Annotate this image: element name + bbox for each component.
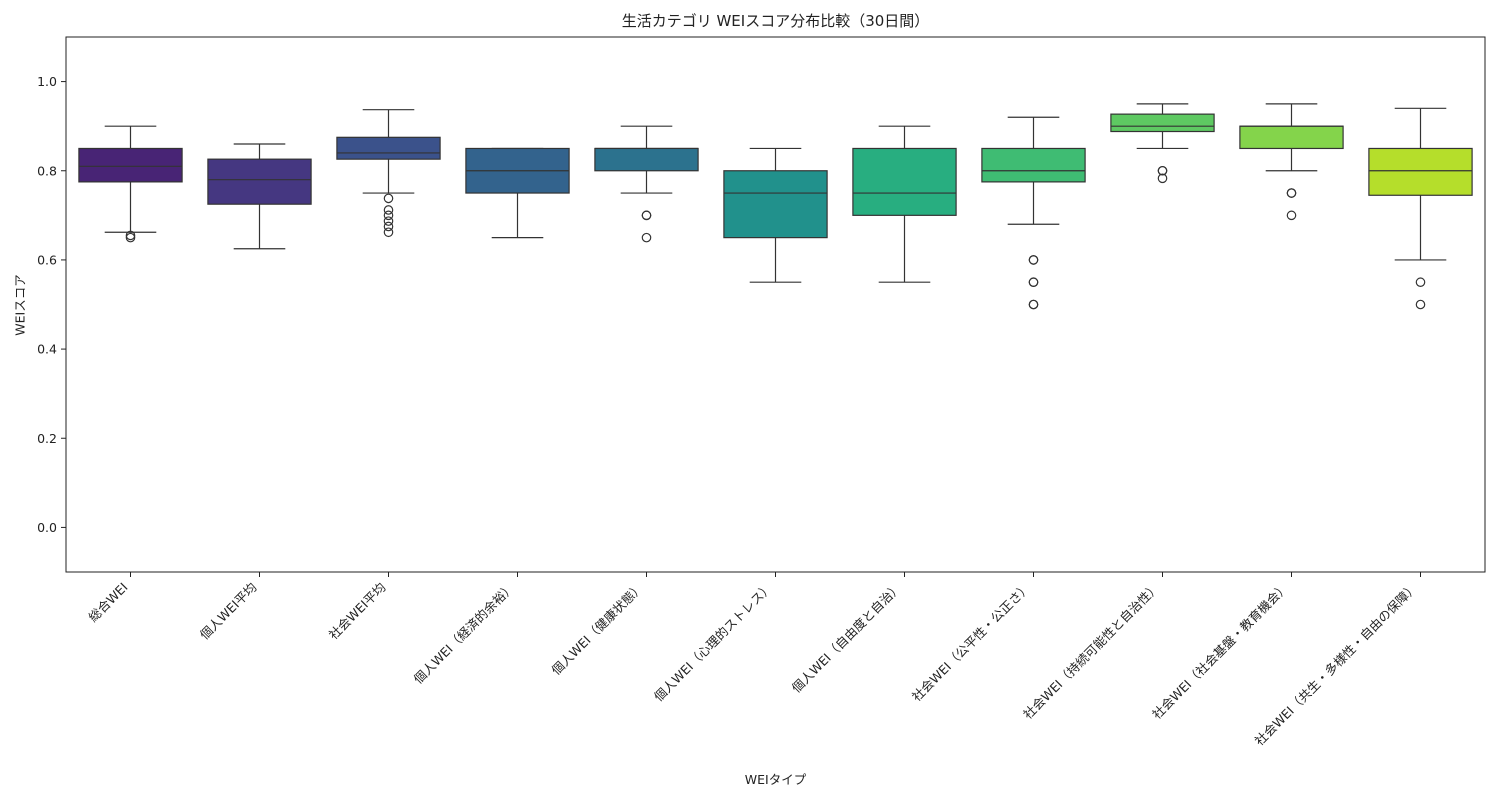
x-axis-label: WEIタイプ bbox=[744, 772, 807, 787]
outlier-point bbox=[1415, 299, 1426, 310]
x-tick-label: 社会WEI（共生・多様性・自由の保障） bbox=[1252, 580, 1421, 749]
plot-frame bbox=[65, 36, 1486, 573]
outlier-point bbox=[1415, 277, 1426, 288]
chart-title: 生活カテゴリ WEIスコア分布比較（30日間） bbox=[621, 12, 930, 30]
outlier-point bbox=[383, 205, 394, 215]
outlier-point bbox=[1286, 188, 1297, 198]
outlier-point bbox=[383, 221, 394, 232]
outlier-point bbox=[1028, 299, 1039, 310]
box bbox=[594, 147, 699, 172]
x-tick-label: 社会WEI平均 bbox=[326, 580, 389, 643]
box bbox=[78, 147, 183, 183]
outlier-point bbox=[641, 210, 652, 221]
x-tick-label: 総合WEI bbox=[85, 580, 130, 625]
y-tick-label: 0.0 bbox=[37, 520, 57, 535]
outlier-point bbox=[1286, 210, 1297, 221]
y-tick-label: 0.2 bbox=[37, 431, 57, 446]
outlier-point bbox=[383, 210, 394, 221]
x-tick-label: 個人WEI（心理的ストレス） bbox=[651, 580, 776, 705]
y-tick-label: 1.0 bbox=[37, 74, 57, 89]
y-tick-label: 0.4 bbox=[37, 342, 57, 357]
x-tick-label: 個人WEI（経済的余裕） bbox=[411, 580, 518, 687]
box bbox=[852, 147, 957, 216]
box bbox=[981, 147, 1086, 183]
x-tick-label: 個人WEI平均 bbox=[197, 580, 260, 643]
y-tick-label: 0.6 bbox=[37, 252, 57, 267]
x-tick-label: 社会WEI（持続可能性と自治性） bbox=[1020, 580, 1162, 722]
box bbox=[1239, 125, 1344, 150]
x-tick-label: 個人WEI（健康状態） bbox=[548, 580, 646, 678]
y-tick-label: 0.8 bbox=[37, 163, 57, 178]
outlier-point bbox=[1028, 255, 1039, 265]
outlier-point bbox=[1028, 277, 1039, 288]
outlier-point bbox=[383, 193, 394, 204]
outlier-point bbox=[383, 216, 394, 226]
outlier-point bbox=[641, 232, 652, 243]
box bbox=[723, 170, 828, 239]
box bbox=[1368, 147, 1473, 196]
box bbox=[336, 136, 441, 160]
x-tick-label: 社会WEI（社会基盤・教育機会） bbox=[1149, 580, 1291, 722]
outlier-point bbox=[125, 232, 136, 243]
outlier-point bbox=[383, 227, 394, 238]
x-tick-label: 社会WEI（公平性・公正さ） bbox=[909, 580, 1034, 705]
x-tick-label: 個人WEI（自由度と自治） bbox=[789, 580, 905, 696]
box bbox=[207, 158, 312, 205]
outlier-point bbox=[1157, 173, 1168, 184]
outlier-point bbox=[1157, 165, 1168, 176]
box bbox=[1110, 113, 1215, 133]
